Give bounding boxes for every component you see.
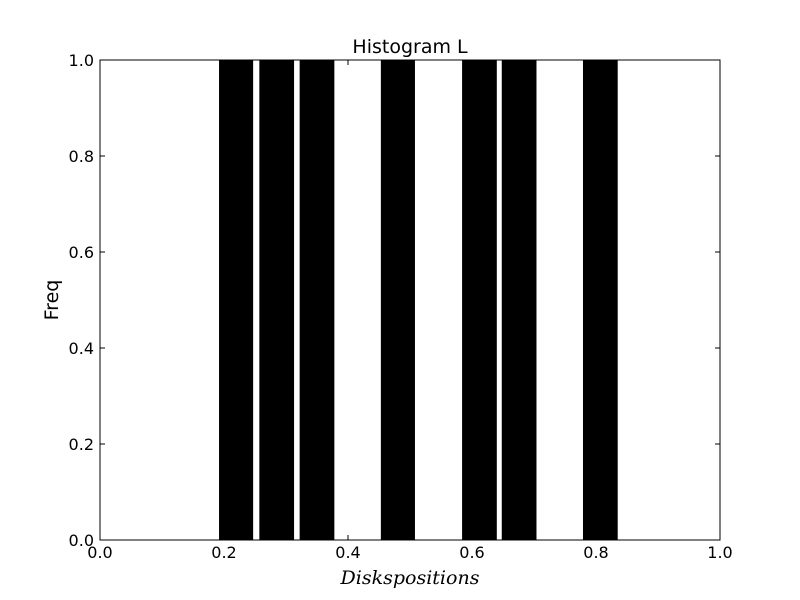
histogram-bar-6 <box>501 60 537 540</box>
y-tick-label: 1.0 <box>69 51 94 70</box>
x-tick-label: 0.8 <box>583 543 608 562</box>
histogram-bar-4 <box>380 60 415 540</box>
x-tick-label: 0.0 <box>87 543 112 562</box>
x-axis: 0.0 0.2 0.4 0.6 0.8 1.0 <box>87 60 733 562</box>
y-tick-label: 0.6 <box>69 243 94 262</box>
x-tick-label: 0.6 <box>459 543 484 562</box>
x-tick-label: 0.2 <box>211 543 236 562</box>
y-tick-label: 0.8 <box>69 147 94 166</box>
y-tick-label: 0.4 <box>69 339 94 358</box>
y-tick-label: 0.0 <box>69 531 94 550</box>
bars-group <box>219 60 618 540</box>
x-tick-label: 1.0 <box>707 543 732 562</box>
plot-frame <box>99 59 721 541</box>
chart-title: Histogram L <box>352 36 468 58</box>
y-tick-label: 0.2 <box>69 435 94 454</box>
x-axis-label: Diskspositions <box>340 567 480 589</box>
histogram-bar-1 <box>219 60 254 540</box>
histogram-bar-3 <box>299 60 335 540</box>
y-axis: 0.0 0.2 0.4 0.6 0.8 1.0 <box>69 51 720 550</box>
histogram-bar-5 <box>462 60 497 540</box>
x-tick-label: 0.4 <box>335 543 360 562</box>
y-axis-label: Freq <box>41 280 63 321</box>
histogram-bar-2 <box>259 60 295 540</box>
histogram-bar-7 <box>582 60 618 540</box>
